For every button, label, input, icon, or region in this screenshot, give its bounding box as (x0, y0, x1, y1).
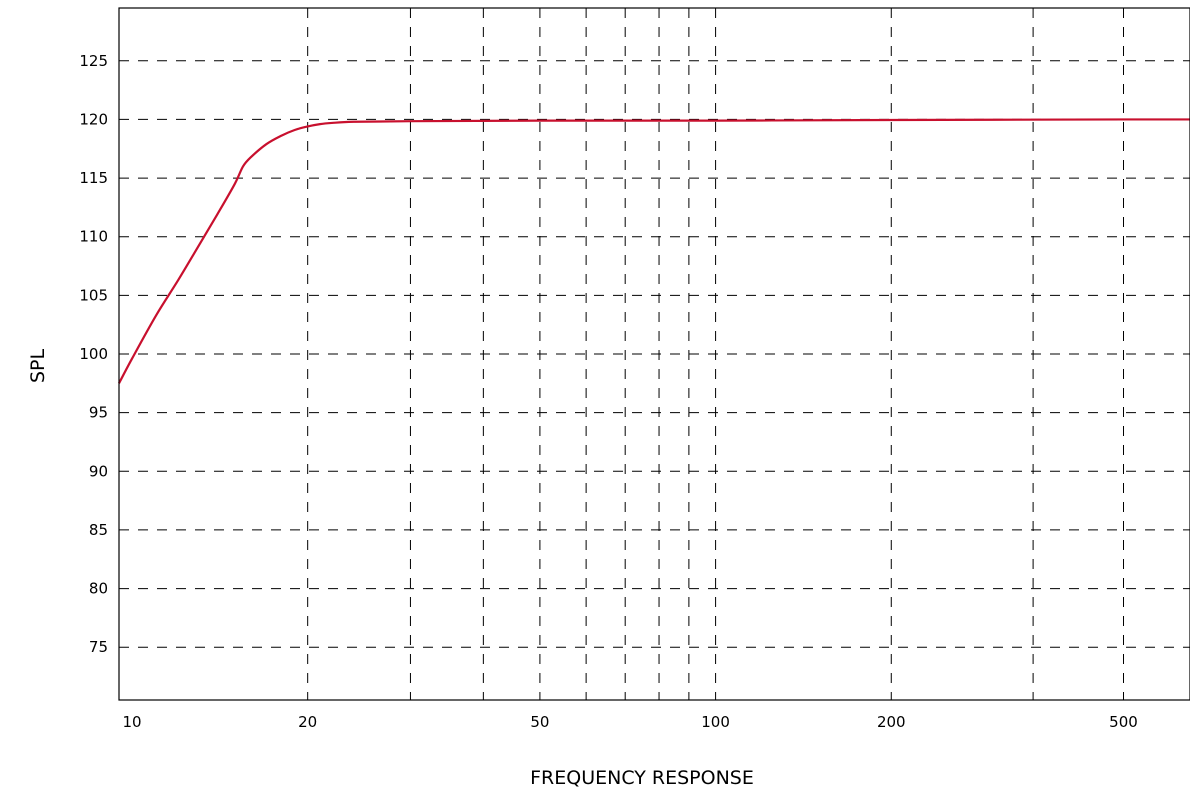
y-tick-label-115: 115 (79, 169, 108, 187)
x-tick-labels: 10 20 50 100 200 500 (122, 713, 1137, 731)
x-tick-label-10: 10 (122, 713, 141, 731)
x-tick-label-20: 20 (298, 713, 317, 731)
y-tick-label-90: 90 (89, 462, 108, 480)
y-tick-label-80: 80 (89, 580, 108, 598)
y-tick-label-75: 75 (89, 638, 108, 656)
x-axis-title: FREQUENCY RESPONSE (530, 767, 754, 789)
y-tick-label-100: 100 (79, 345, 108, 363)
y-tick-label-85: 85 (89, 521, 108, 539)
y-tick-label-105: 105 (79, 286, 108, 304)
y-gridlines (119, 60, 1190, 648)
y-tick-label-125: 125 (79, 52, 108, 70)
series-line-0 (118, 118, 1190, 384)
x-tick-label-100: 100 (701, 713, 730, 731)
x-tick-label-50: 50 (530, 713, 549, 731)
plot-frame (118, 7, 1190, 701)
y-tick-label-110: 110 (79, 228, 108, 246)
y-tick-labels: 75 80 85 90 95 100 105 110 115 120 125 (79, 52, 108, 656)
series-group (118, 118, 1190, 384)
y-axis-title: SPL (27, 349, 49, 384)
y-tick-label-95: 95 (89, 404, 108, 422)
x-tick-label-500: 500 (1109, 713, 1138, 731)
y-tick-label-120: 120 (79, 110, 108, 128)
x-tick-label-200: 200 (877, 713, 906, 731)
